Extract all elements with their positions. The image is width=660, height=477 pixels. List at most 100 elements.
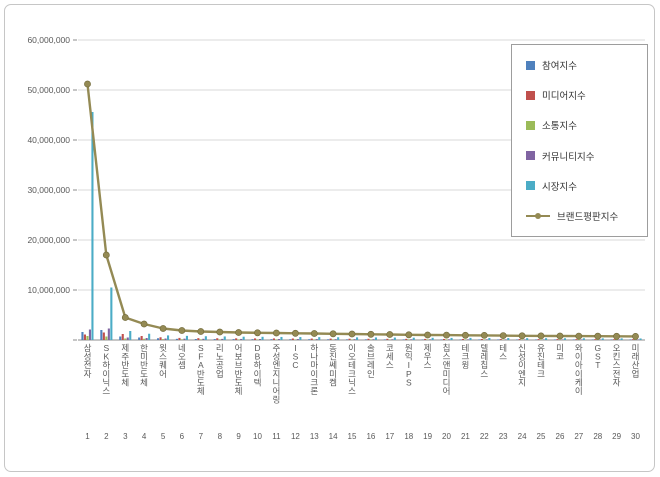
index-label: 26 <box>556 432 565 441</box>
bar <box>159 337 162 340</box>
legend-item-communication-index: 소통지수 <box>526 118 643 132</box>
bar <box>424 338 427 340</box>
y-tick-label: 20,000,000 <box>27 235 70 245</box>
bar <box>504 339 507 340</box>
legend-label: 브랜드평판지수 <box>557 211 619 223</box>
bar <box>591 339 594 340</box>
bar <box>388 339 391 340</box>
bar <box>507 338 510 340</box>
media-index-swatch-icon <box>526 90 535 100</box>
legend-item-market-index: 시장지수 <box>526 179 643 193</box>
bar <box>613 339 616 340</box>
bar <box>429 339 432 340</box>
bar <box>254 338 257 340</box>
bar <box>329 338 332 340</box>
index-label: 2 <box>104 432 109 441</box>
bar <box>119 336 122 340</box>
bar <box>270 339 273 340</box>
line-marker <box>499 332 507 339</box>
bar <box>575 339 578 340</box>
bar <box>372 339 375 340</box>
line-marker <box>102 251 110 259</box>
bar <box>310 338 313 340</box>
bar <box>353 339 356 340</box>
bar <box>599 339 602 340</box>
bar <box>83 334 86 340</box>
line-marker <box>140 320 148 328</box>
bar <box>216 338 219 340</box>
bar <box>272 338 275 340</box>
bar <box>364 339 367 340</box>
bar <box>499 339 502 340</box>
line-marker <box>443 331 450 339</box>
bar <box>346 339 349 340</box>
bar <box>542 339 545 340</box>
bar <box>162 339 165 340</box>
legend-label: 참여지수 <box>542 61 577 73</box>
bar <box>143 338 146 340</box>
bar <box>393 337 396 340</box>
line-marker <box>613 332 620 340</box>
legend-item-community-index: 커뮤니티지수 <box>526 149 643 163</box>
bar <box>289 339 292 340</box>
line-marker <box>424 331 431 339</box>
bar <box>516 339 519 340</box>
line-marker <box>235 329 242 336</box>
bar <box>277 339 280 340</box>
bar <box>637 339 640 340</box>
bar <box>148 333 151 340</box>
bar <box>443 338 446 340</box>
bar <box>332 339 335 340</box>
brand-reputation-line-swatch-icon <box>526 211 550 220</box>
bar <box>421 339 424 340</box>
line-marker <box>556 332 564 340</box>
bar <box>232 339 235 340</box>
line-marker <box>386 331 394 338</box>
bar <box>221 338 224 340</box>
bar <box>594 339 597 340</box>
bar <box>407 339 410 340</box>
bar <box>308 339 311 340</box>
bar <box>299 337 302 340</box>
index-label: 12 <box>291 432 300 441</box>
bar <box>540 339 543 340</box>
bar <box>218 339 221 340</box>
bar <box>167 335 170 340</box>
line-marker <box>594 332 602 340</box>
bar <box>259 339 262 340</box>
bar <box>431 337 434 340</box>
bar <box>100 330 103 340</box>
line-marker <box>480 331 488 339</box>
bar <box>610 339 613 340</box>
bar <box>334 339 337 340</box>
bar <box>448 339 451 340</box>
bar <box>521 339 524 340</box>
bar <box>107 328 110 340</box>
index-label: 13 <box>310 432 319 441</box>
bar <box>235 338 238 340</box>
bar <box>383 339 386 340</box>
index-label: 27 <box>574 432 583 441</box>
communication-index-swatch-icon <box>526 120 535 130</box>
market-index-swatch-icon <box>526 181 535 191</box>
bar <box>121 334 124 340</box>
index-label: 15 <box>348 432 357 441</box>
line-marker <box>348 330 356 338</box>
bar <box>251 339 254 340</box>
